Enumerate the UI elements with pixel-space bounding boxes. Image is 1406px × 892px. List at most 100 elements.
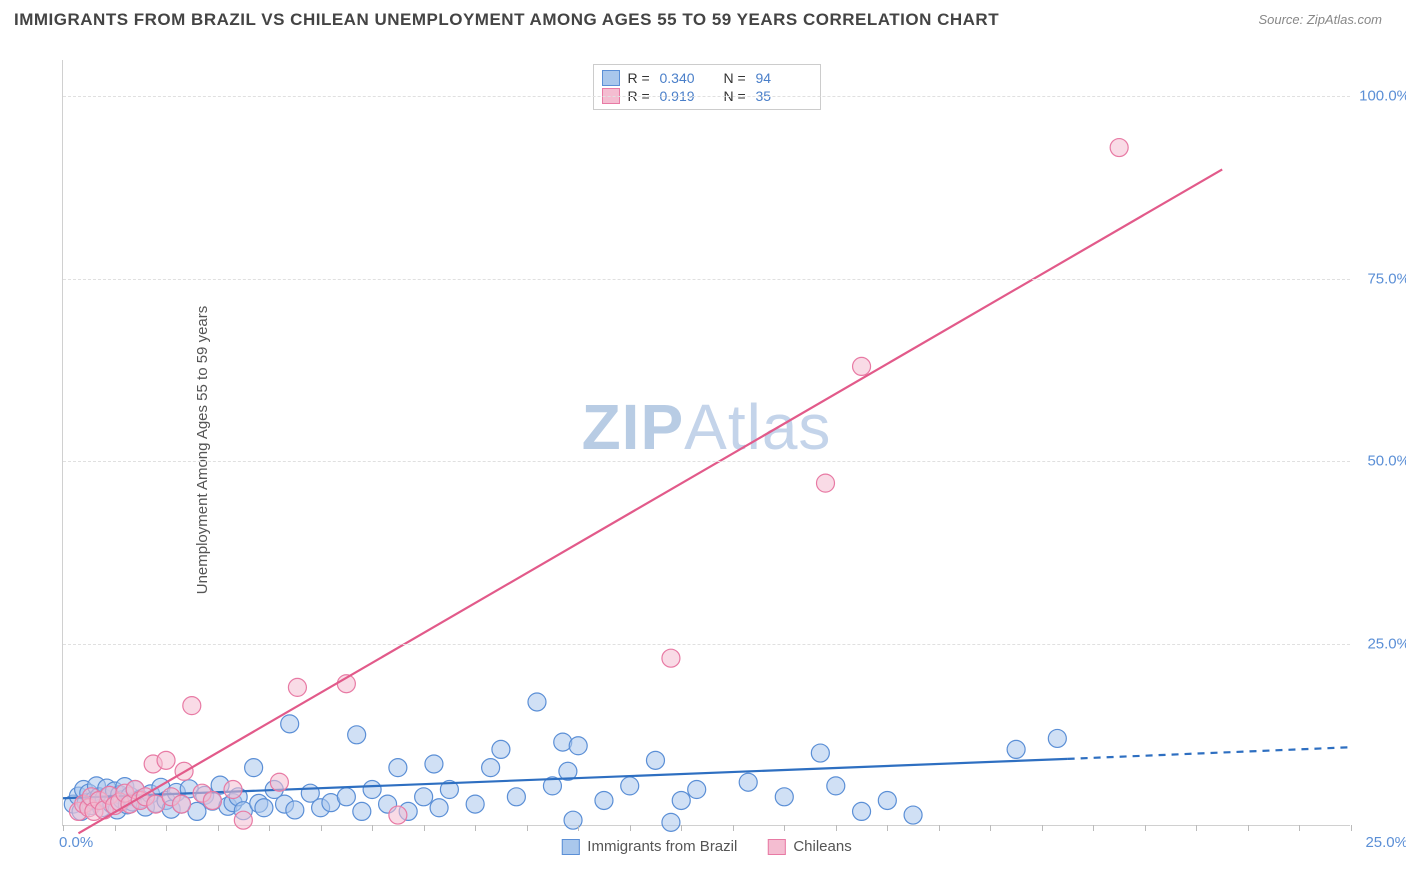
data-point — [662, 649, 680, 667]
gridline — [63, 96, 1350, 97]
bottom-legend: Immigrants from Brazil Chileans — [561, 838, 851, 855]
data-point — [157, 751, 175, 769]
x-tick — [1248, 825, 1249, 831]
legend-swatch — [767, 839, 785, 855]
data-point — [507, 788, 525, 806]
y-tick-label: 75.0% — [1367, 270, 1406, 287]
x-tick — [115, 825, 116, 831]
x-tick — [166, 825, 167, 831]
data-point — [1007, 740, 1025, 758]
data-point — [348, 726, 366, 744]
data-point — [389, 759, 407, 777]
x-tick — [1196, 825, 1197, 831]
legend-swatch — [561, 839, 579, 855]
x-tick — [1093, 825, 1094, 831]
x-tick — [887, 825, 888, 831]
data-point — [775, 788, 793, 806]
x-tick — [372, 825, 373, 831]
data-point — [827, 777, 845, 795]
data-point — [853, 357, 871, 375]
data-point — [224, 781, 242, 799]
x-tick — [527, 825, 528, 831]
data-point — [816, 474, 834, 492]
legend-label: Chileans — [793, 838, 851, 855]
data-point — [646, 751, 664, 769]
data-point — [878, 791, 896, 809]
data-point — [337, 788, 355, 806]
data-point — [286, 801, 304, 819]
data-point — [564, 811, 582, 829]
bottom-legend-item: Chileans — [767, 838, 851, 855]
data-point — [415, 788, 433, 806]
x-max-label: 25.0% — [1365, 834, 1406, 851]
chart-area: Unemployment Among Ages 55 to 59 years Z… — [50, 60, 1350, 840]
stat-value-n: 94 — [756, 70, 812, 86]
legend-stats-row: R = 0.340 N = 94 — [602, 69, 812, 87]
x-tick — [63, 825, 64, 831]
data-point — [245, 759, 263, 777]
x-origin-label: 0.0% — [59, 834, 93, 851]
legend-stats-box: R =0.340N =94R =0.919N =35 — [593, 64, 821, 110]
data-point — [363, 781, 381, 799]
y-tick-label: 50.0% — [1367, 453, 1406, 470]
stat-label-r: R = — [628, 70, 652, 86]
data-point — [853, 802, 871, 820]
x-tick — [578, 825, 579, 831]
data-point — [288, 678, 306, 696]
stat-value-r: 0.340 — [660, 70, 716, 86]
x-tick — [1042, 825, 1043, 831]
gridline — [63, 279, 1350, 280]
data-point — [811, 744, 829, 762]
x-tick — [939, 825, 940, 831]
x-tick — [990, 825, 991, 831]
data-point — [281, 715, 299, 733]
data-point — [621, 777, 639, 795]
data-point — [904, 806, 922, 824]
data-point — [466, 795, 484, 813]
data-point — [389, 806, 407, 824]
data-point — [482, 759, 500, 777]
data-point — [492, 740, 510, 758]
x-tick — [321, 825, 322, 831]
data-point — [172, 795, 190, 813]
data-point — [662, 813, 680, 831]
data-point — [1110, 139, 1128, 157]
data-point — [528, 693, 546, 711]
x-tick — [475, 825, 476, 831]
y-tick-label: 25.0% — [1367, 635, 1406, 652]
bottom-legend-item: Immigrants from Brazil — [561, 838, 737, 855]
x-tick — [1299, 825, 1300, 831]
data-point — [569, 737, 587, 755]
data-point — [739, 773, 757, 791]
x-tick — [784, 825, 785, 831]
data-point — [688, 781, 706, 799]
x-tick — [218, 825, 219, 831]
data-point — [234, 811, 252, 829]
chart-title: IMMIGRANTS FROM BRAZIL VS CHILEAN UNEMPL… — [14, 10, 999, 30]
data-point — [425, 755, 443, 773]
x-tick — [424, 825, 425, 831]
legend-swatch — [602, 70, 620, 86]
regression-line-dashed — [1068, 747, 1351, 759]
data-point — [595, 791, 613, 809]
x-tick — [681, 825, 682, 831]
x-tick — [269, 825, 270, 831]
data-point — [203, 791, 221, 809]
gridline — [63, 461, 1350, 462]
data-point — [672, 791, 690, 809]
x-tick — [1351, 825, 1352, 831]
stat-label-n: N = — [724, 70, 748, 86]
data-point — [353, 802, 371, 820]
data-point — [430, 799, 448, 817]
data-point — [270, 773, 288, 791]
data-point — [183, 697, 201, 715]
data-point — [255, 799, 273, 817]
plot-svg — [63, 60, 1350, 825]
x-tick — [733, 825, 734, 831]
x-tick — [836, 825, 837, 831]
source-attribution: Source: ZipAtlas.com — [1258, 12, 1382, 27]
plot-region: ZIPAtlas R =0.340N =94R =0.919N =35 0.0%… — [62, 60, 1350, 826]
gridline — [63, 644, 1350, 645]
data-point — [1048, 729, 1066, 747]
legend-label: Immigrants from Brazil — [587, 838, 737, 855]
